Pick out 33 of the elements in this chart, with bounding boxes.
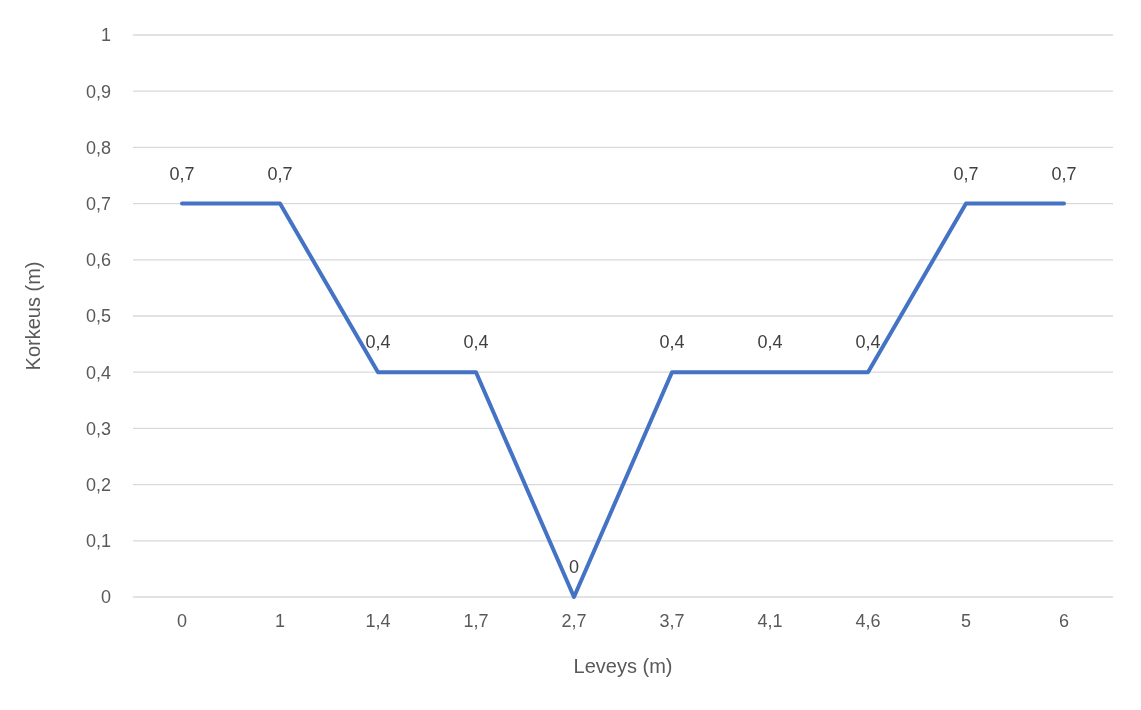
y-tick-label: 0,1 [85,531,111,552]
x-tick-label: 6 [1058,611,1070,631]
y-tick-label: 0,2 [85,474,111,495]
x-tick-label: 4,6 [855,611,881,631]
y-tick-label: 0,9 [85,81,111,102]
data-label: 0,7 [267,163,293,184]
x-tick-label: 1,4 [365,611,391,631]
y-tick-label: 0 [100,587,111,608]
y-tick-label: 0,4 [85,362,111,383]
y-tick-label: 0,3 [85,418,111,439]
x-tick-label: 3,7 [659,611,685,631]
data-label: 0,4 [365,332,391,353]
x-tick-label: 2,7 [561,611,587,631]
data-label: 0,4 [463,332,489,353]
x-tick-label: 1,7 [463,611,489,631]
x-tick-label: 4,1 [757,611,783,631]
data-label: 0 [568,557,580,577]
data-label: 0,4 [855,332,881,353]
y-tick-label: 0,6 [85,250,111,271]
data-label: 0,4 [757,332,783,353]
y-tick-label: 0,5 [85,306,111,327]
y-tick-label: 0,7 [85,193,111,214]
data-label: 0,7 [953,163,979,184]
y-axis-title: Korkeus (m) [22,261,44,371]
data-label: 0,7 [169,163,195,184]
x-tick-label: 5 [960,611,972,631]
x-tick-label: 1 [274,611,286,631]
y-tick-label: 0,8 [85,137,111,158]
data-label: 0,7 [1051,163,1077,184]
data-label: 0,4 [659,332,685,353]
x-axis-title: Leveys (m) [573,655,673,677]
y-tick-label: 1 [100,25,111,46]
x-tick-label: 0 [176,611,188,631]
